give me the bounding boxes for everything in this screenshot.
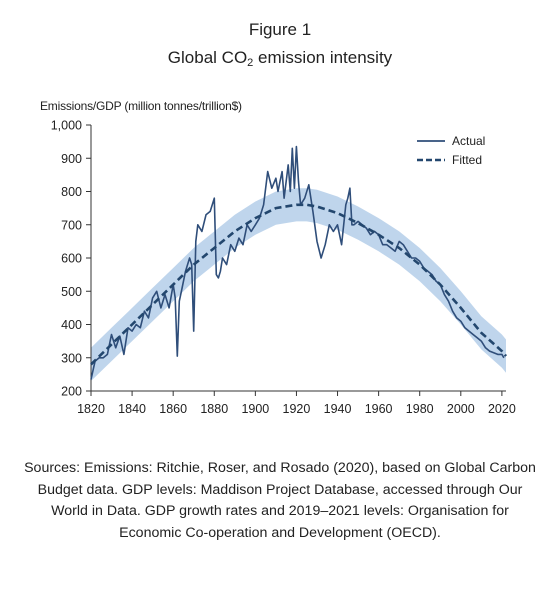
y-tick-label: 700 <box>61 218 82 232</box>
y-tick-label: 400 <box>61 318 82 332</box>
chart-title-main: Global CO <box>167 48 248 67</box>
x-tick-label: 1860 <box>159 402 187 416</box>
axes-layer: 200 300 400 500 600 700 800 900 1,000 1820 1840 186… <box>51 119 516 417</box>
chart-title-subscript: 2 <box>247 57 254 69</box>
chart-title-rest: emission intensity <box>253 48 393 67</box>
x-tick-label: 1880 <box>200 402 228 416</box>
y-tick-label: 1,000 <box>51 119 82 133</box>
figure-label: Figure 1 <box>248 20 312 39</box>
fitted-confidence-band <box>91 188 506 381</box>
series-line-actual <box>90 145 505 380</box>
legend-label-fitted: Fitted <box>452 153 482 167</box>
x-tick-label: 1840 <box>118 402 146 416</box>
y-tick-label: 600 <box>61 252 82 266</box>
series-line-fitted <box>90 203 508 366</box>
series-layer <box>90 145 508 380</box>
y-axis-label: Emissions/GDP (million tonnes/trillion$) <box>40 99 242 113</box>
legend-label-actual: Actual <box>452 134 485 148</box>
x-tick-label: 2020 <box>488 402 516 416</box>
x-tick-label: 1900 <box>241 402 269 416</box>
y-tick-label: 500 <box>61 285 82 299</box>
y-tick-label: 200 <box>61 385 82 399</box>
x-tick-label: 1960 <box>365 402 393 416</box>
confidence-band-layer <box>91 188 506 381</box>
y-tick-label: 300 <box>61 351 82 365</box>
x-tick-label: 2000 <box>447 402 475 416</box>
x-tick-label: 1920 <box>283 402 311 416</box>
y-tick-label: 800 <box>61 185 82 199</box>
x-tick-label: 1980 <box>406 402 434 416</box>
y-tick-label: 900 <box>61 152 82 166</box>
legend: Actual Fitted <box>417 134 485 167</box>
sources-note: Sources: Emissions: Ritchie, Roser, and … <box>24 460 536 541</box>
x-tick-label: 1940 <box>324 402 352 416</box>
chart-title: Global CO2 emission intensity <box>0 48 560 69</box>
x-tick-label: 1820 <box>77 402 105 416</box>
